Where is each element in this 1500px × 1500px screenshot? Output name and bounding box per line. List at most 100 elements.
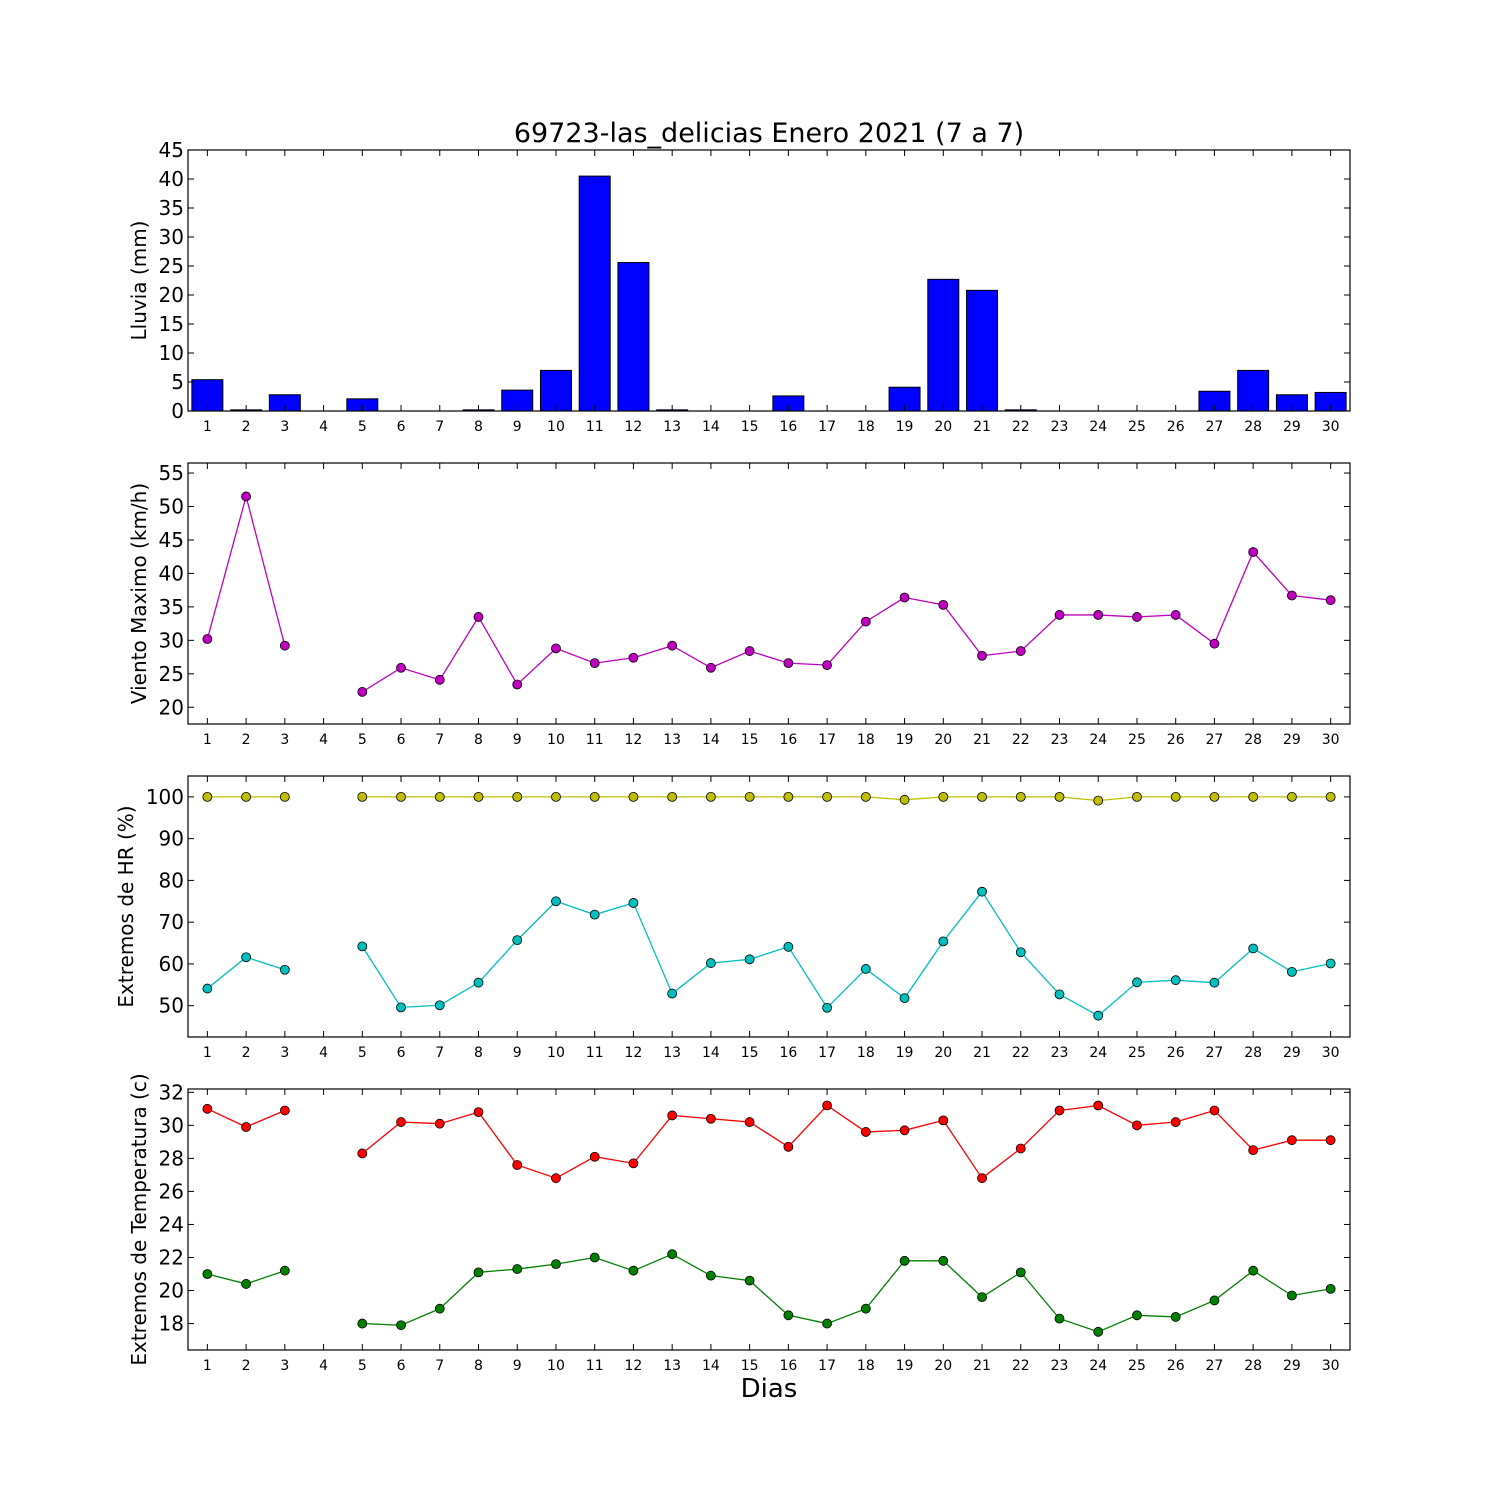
rain-bar xyxy=(927,278,960,412)
temperature-series-2-point xyxy=(977,1292,987,1303)
humidity-series-2-point xyxy=(1015,947,1026,958)
wind-xtick-label: 25 xyxy=(1128,732,1146,748)
wind-series-1-point xyxy=(1093,610,1104,620)
temperature-xtick-label: 3 xyxy=(280,1358,289,1374)
humidity-xtick-label: 26 xyxy=(1167,1045,1185,1061)
wind-xtick-label: 27 xyxy=(1206,732,1224,748)
rain-bar xyxy=(617,262,650,412)
humidity-series-2-point xyxy=(1093,1010,1104,1021)
temperature-series-1-point xyxy=(434,1118,445,1129)
temperature-xtick-label: 7 xyxy=(435,1358,444,1374)
temperature-xtick-label: 28 xyxy=(1244,1358,1262,1374)
rain-xtick-label: 9 xyxy=(513,419,522,435)
wind-xtick-label: 18 xyxy=(857,732,875,748)
humidity-series-1-point xyxy=(667,791,678,802)
humidity-series-2-point xyxy=(1248,943,1259,954)
temperature-series-2-point xyxy=(628,1265,639,1276)
temperature-series-2-point xyxy=(357,1318,368,1329)
humidity-series-1-point xyxy=(1132,791,1142,802)
humidity-axes-frame xyxy=(187,775,1351,1038)
humidity-xtick-label: 5 xyxy=(358,1045,367,1061)
temperature-series-2-point xyxy=(1248,1265,1259,1276)
temperature-ytick-label: 26 xyxy=(159,1179,184,1203)
temperature-ytick-label: 18 xyxy=(159,1312,184,1336)
rain-xtick-label: 27 xyxy=(1206,419,1224,435)
rain-ytick-label: 30 xyxy=(159,225,184,249)
wind-series-1-point xyxy=(783,658,794,668)
temperature-ytick-label: 32 xyxy=(159,1080,184,1104)
humidity-series-1-point xyxy=(434,791,445,802)
humidity-series-2-point xyxy=(1209,977,1220,988)
humidity-series-1-point xyxy=(1054,791,1065,802)
humidity-xtick-label: 14 xyxy=(702,1045,720,1061)
humidity-series-2-point xyxy=(434,1000,445,1011)
temperature-xtick-label: 22 xyxy=(1012,1358,1030,1374)
temperature-series-1-point xyxy=(1093,1100,1104,1111)
wind-series-1-point xyxy=(822,660,832,671)
rain-xtick-label: 13 xyxy=(663,419,681,435)
humidity-series-1-point xyxy=(241,791,252,802)
temperature-series-2-point xyxy=(1287,1290,1297,1301)
humidity-xtick-label: 20 xyxy=(934,1045,952,1061)
x-axis-label: Dias xyxy=(741,1374,798,1404)
humidity-series-1-point xyxy=(783,791,794,802)
temperature-series-2-point xyxy=(744,1275,755,1286)
humidity-series-1-point xyxy=(1093,795,1104,806)
humidity-xtick-label: 15 xyxy=(741,1045,759,1061)
rain-axes-frame xyxy=(187,149,1351,412)
humidity-xtick-label: 13 xyxy=(663,1045,681,1061)
rain-ytick-label: 20 xyxy=(159,283,184,307)
rain-xtick-label: 12 xyxy=(625,419,643,435)
wind-xtick-label: 23 xyxy=(1051,732,1069,748)
wind-series-1-point xyxy=(938,599,949,610)
temperature-xtick-label: 10 xyxy=(547,1358,565,1374)
wind-series-1-point xyxy=(1325,595,1336,606)
temperature-series-1-point xyxy=(860,1127,871,1137)
temperature-series-1-point xyxy=(977,1173,987,1184)
wind-xtick-label: 13 xyxy=(663,732,681,748)
temperature-ytick-label: 20 xyxy=(159,1279,184,1303)
rain-bar xyxy=(1237,369,1270,412)
wind-xtick-label: 2 xyxy=(242,732,251,748)
rain-xtick-label: 21 xyxy=(973,419,991,435)
wind-series-1-point xyxy=(706,662,716,673)
humidity-series-1-point xyxy=(589,791,600,802)
humidity-xtick-label: 28 xyxy=(1244,1045,1262,1061)
humidity-series-2-point xyxy=(202,983,213,994)
temperature-ytick-label: 28 xyxy=(159,1146,184,1170)
temperature-series-1-point xyxy=(899,1125,910,1136)
humidity-series-2-point xyxy=(783,941,794,952)
wind-series-1-point xyxy=(860,616,871,627)
rain-xtick-label: 1 xyxy=(203,419,212,435)
humidity-series-1-point xyxy=(899,794,910,805)
humidity-series-1-point xyxy=(744,791,755,802)
rain-xtick-label: 15 xyxy=(741,419,759,435)
wind-ytick-label: 40 xyxy=(159,561,184,585)
wind-xtick-label: 10 xyxy=(547,732,565,748)
rain-ytick-label: 0 xyxy=(171,399,184,423)
wind-series-1-point xyxy=(1132,612,1142,622)
temperature-xtick-label: 24 xyxy=(1089,1358,1107,1374)
humidity-series-1-point xyxy=(822,791,832,802)
humidity-xtick-label: 29 xyxy=(1283,1045,1301,1061)
wind-xtick-label: 22 xyxy=(1012,732,1030,748)
rain-bar xyxy=(966,289,999,412)
humidity-ytick-label: 70 xyxy=(159,910,184,934)
temperature-series-2-point xyxy=(1325,1283,1336,1294)
temperature-xtick-label: 18 xyxy=(857,1358,875,1374)
temperature-axes-frame xyxy=(187,1088,1351,1351)
temperature-series-2-point xyxy=(279,1265,290,1276)
humidity-series-2-point xyxy=(589,909,600,920)
wind-xtick-label: 1 xyxy=(203,732,212,748)
humidity-xtick-label: 18 xyxy=(857,1045,875,1061)
temperature-series-2-point xyxy=(202,1269,213,1279)
humidity-xtick-label: 22 xyxy=(1012,1045,1030,1061)
temperature-series-1-point xyxy=(1054,1105,1065,1116)
humidity-series-2-point xyxy=(1132,977,1142,988)
temperature-series-2-point xyxy=(1054,1313,1065,1324)
temperature-series-1-point xyxy=(667,1110,678,1121)
temperature-series-2-point xyxy=(1015,1267,1026,1278)
humidity-xtick-label: 7 xyxy=(435,1045,444,1061)
wind-y-axis-label: Viento Maximo (km/h) xyxy=(127,483,151,704)
